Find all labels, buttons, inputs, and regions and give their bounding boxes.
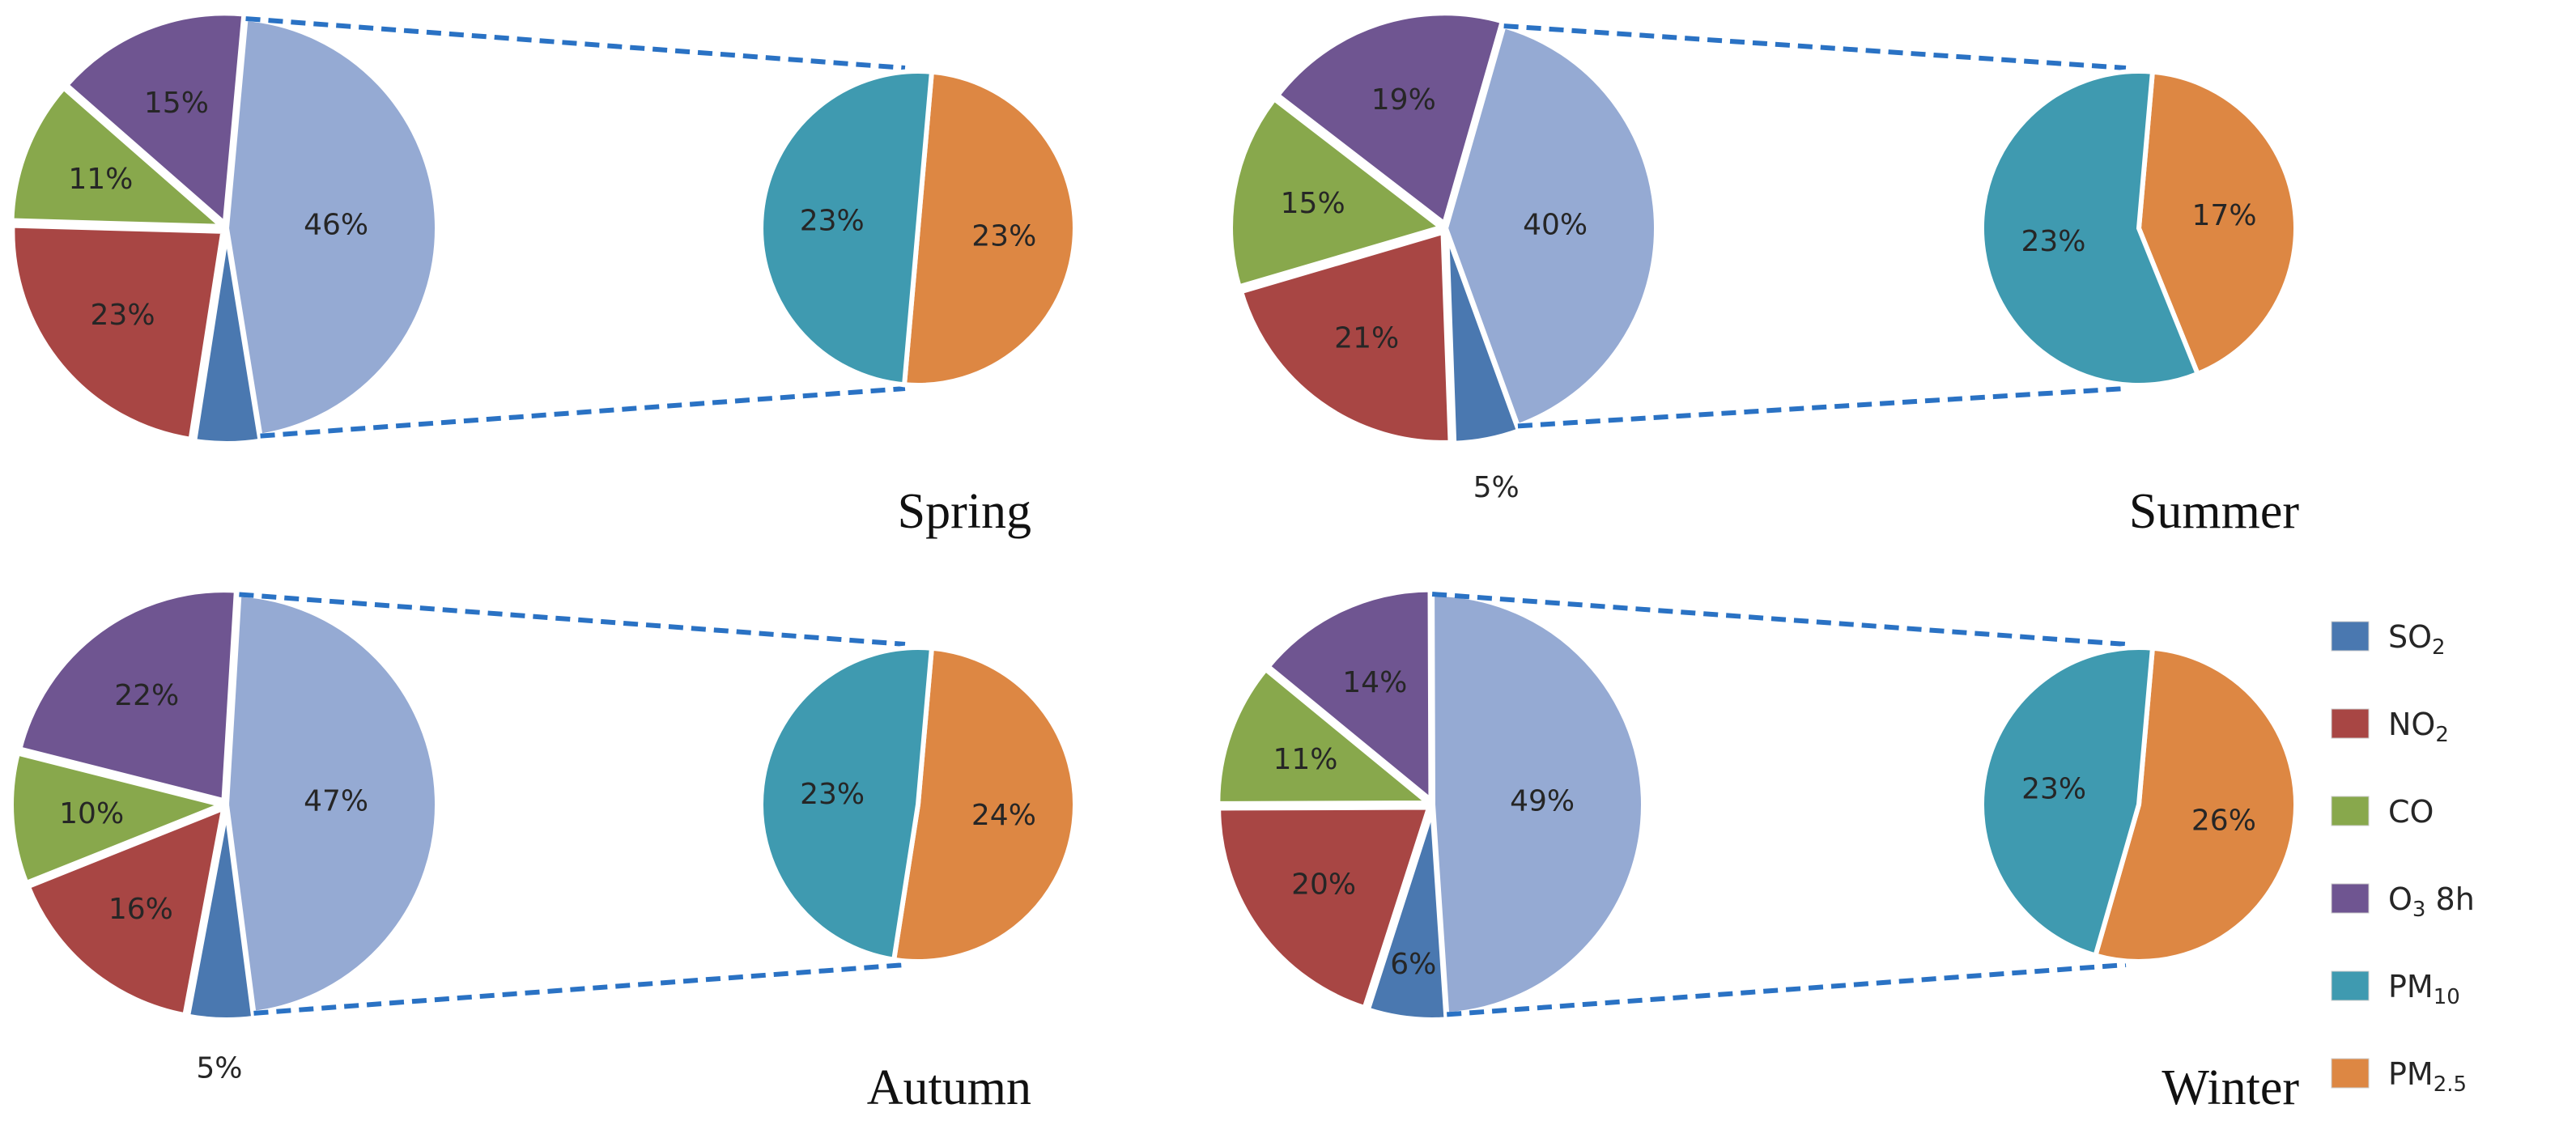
label-winter-o3-8h: 14% [1342,666,1407,699]
label-summer-co: 15% [1281,187,1345,220]
chart-summer: 40% 5% 21% 15% 19% 17% 23% Summer [1228,11,2299,539]
slice-autumn-co [9,749,230,886]
label-spring-co: 11% [68,163,133,196]
chart-autumn: 47% 5% 16% 10% 22% 24% 23% Autumn [9,588,1078,1115]
label-spring-no2: 23% [91,299,155,332]
label-spring-o3-8h: 15% [144,87,209,120]
chart-spring: 46% 23% 11% 15% 23% 23% Spring [9,11,1078,539]
slice-autumn-so2 [185,809,257,1022]
chart-winter: 49% 6% 20% 11% 14% 26% 23% Winter [1215,587,2299,1115]
slice-autumn-pm10 [759,645,935,963]
legend-swatch-no2 [2331,708,2370,739]
slice-winter-pm2-5 [2092,645,2298,964]
label-winter-pm2-5: 26% [2191,804,2256,837]
slice-summer-no2 [1238,228,1453,445]
connector-top-autumn [239,592,906,647]
legend-label-pm10: PM10 [2388,969,2460,1009]
slice-winter-no2 [1216,805,1433,1011]
legend: SO2 NO2 CO O3 8h PM10 PM2.5 [2331,619,2475,1097]
label-spring-pm2-5: 23% [971,219,1036,253]
label-winter-pm10: 23% [2021,773,2086,806]
label-summer-o3-8h: 19% [1371,83,1436,117]
label-winter-pm2-5-pm10: 49% [1510,784,1575,817]
slice-winter-so2 [1365,809,1449,1022]
label-spring-pm10: 23% [800,205,865,238]
connector-top-winter [1431,592,2127,647]
connector-bottom-spring [260,386,906,439]
connector-top-summer [1503,23,2127,70]
label-winter-no2: 20% [1291,868,1356,902]
slice-spring-pm2-5 [901,69,1078,388]
slice-spring-so2 [191,232,264,446]
legend-swatch-o3-8h [2331,883,2370,914]
label-autumn-co: 10% [59,797,124,830]
label-autumn-pm10: 23% [800,778,865,811]
label-summer-pm2-5: 17% [2192,199,2257,232]
slice-autumn-o3-8h [16,588,240,804]
season-title-summer: Summer [2129,484,2299,539]
season-title-autumn: Autumn [867,1060,1031,1115]
slice-summer-co [1228,96,1447,291]
slice-winter-pm10 [1979,645,2156,959]
legend-swatch-co [2331,796,2370,826]
label-summer-so2: 5% [1473,471,1520,504]
label-winter-co: 11% [1273,743,1337,776]
slice-winter-pm2-5-pm10 [1430,592,1646,1017]
slice-autumn-pm2-5 [891,645,1078,964]
slice-autumn-pm2-5-pm10 [223,592,440,1017]
legend-swatch-pm10 [2331,970,2370,1001]
slice-winter-co [1215,665,1435,806]
label-autumn-no2: 16% [108,893,173,926]
slice-spring-pm2-5-pm10 [223,15,440,439]
legend-swatch-so2 [2331,621,2370,652]
legend-label-pm2-5: PM2.5 [2388,1056,2467,1097]
label-winter-so2: 6% [1390,948,1436,981]
label-autumn-pm2-5: 24% [971,799,1036,832]
slice-spring-co [9,84,229,230]
label-autumn-o3-8h: 22% [114,679,179,712]
slice-spring-no2 [10,223,226,443]
legend-label-co: CO [2388,794,2434,830]
slice-spring-o3-8h [62,11,247,229]
label-spring-pm2-5-pm10: 46% [304,208,368,241]
connector-bottom-autumn [253,962,906,1016]
slice-summer-so2 [1444,231,1522,446]
season-title-winter: Winter [2162,1060,2299,1115]
slice-summer-pm2-5 [2136,69,2299,377]
label-autumn-pm2-5-pm10: 47% [304,784,368,817]
connector-top-spring [245,16,906,70]
slice-winter-o3-8h [1265,587,1434,805]
label-summer-no2: 21% [1334,322,1399,355]
label-summer-pm10: 23% [2021,225,2085,258]
slice-summer-pm2-5-pm10 [1443,23,1659,430]
legend-label-o3-8h: O3 8h [2388,881,2475,922]
connector-bottom-summer [1517,386,2127,429]
label-autumn-so2: 5% [196,1052,242,1085]
season-title-spring: Spring [898,484,1031,539]
connector-bottom-winter [1447,962,2127,1017]
slice-spring-pm10 [759,69,935,388]
slice-summer-pm10 [1979,69,2201,388]
legend-swatch-pm2-5 [2331,1058,2370,1089]
slice-summer-o3-8h [1273,11,1506,228]
legend-label-so2: SO2 [2388,619,2446,660]
label-summer-pm2-5-pm10: 40% [1523,208,1588,241]
slice-autumn-no2 [24,804,227,1018]
legend-label-no2: NO2 [2388,707,2449,747]
